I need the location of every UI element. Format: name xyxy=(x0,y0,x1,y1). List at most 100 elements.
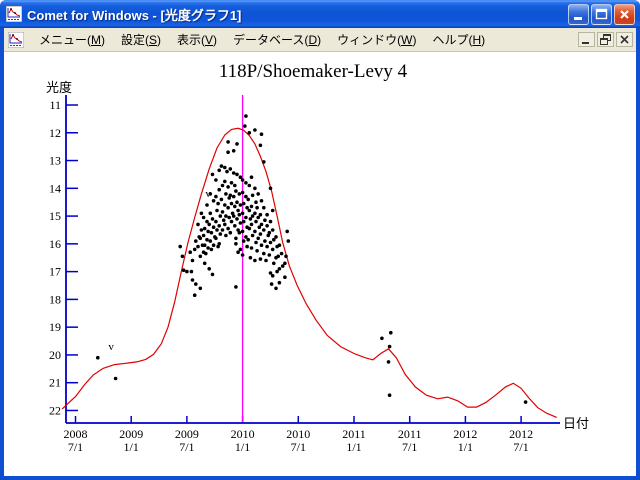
data-point xyxy=(247,226,252,231)
data-point xyxy=(226,205,230,210)
mdi-restore-button[interactable] xyxy=(597,32,614,47)
data-point xyxy=(236,228,240,232)
data-point xyxy=(210,172,215,177)
data-point xyxy=(238,247,243,252)
y-tick-label: 14 xyxy=(49,181,61,195)
data-point xyxy=(283,261,287,266)
menu-item-database[interactable]: データベース(D) xyxy=(225,29,329,51)
data-point xyxy=(262,228,266,232)
maximize-button[interactable] xyxy=(591,3,612,25)
data-point xyxy=(387,344,392,349)
data-point xyxy=(221,218,226,222)
data-point xyxy=(237,230,242,235)
data-point xyxy=(236,250,240,254)
data-point xyxy=(220,183,225,188)
data-point xyxy=(246,237,250,242)
data-point xyxy=(262,251,266,256)
mdi-child-icon[interactable] xyxy=(7,31,25,48)
data-point xyxy=(270,247,275,252)
menu-label: ヘルプ( xyxy=(432,32,473,47)
data-point xyxy=(196,222,200,227)
mdi-minimize-button[interactable] xyxy=(578,32,595,47)
data-point xyxy=(233,204,237,209)
data-point xyxy=(270,208,275,213)
data-point xyxy=(214,194,218,199)
data-point xyxy=(223,222,227,227)
data-point xyxy=(265,224,269,228)
minimize-icon xyxy=(574,16,582,20)
data-point xyxy=(254,240,258,245)
data-point xyxy=(249,175,254,179)
data-point xyxy=(250,233,255,238)
data-point xyxy=(283,275,287,280)
data-point xyxy=(259,243,264,247)
data-point xyxy=(234,189,238,193)
data-point xyxy=(243,124,247,128)
data-point xyxy=(226,185,230,189)
data-point xyxy=(250,193,255,198)
data-point xyxy=(249,204,254,209)
minimize-button[interactable] xyxy=(568,3,589,25)
data-point xyxy=(207,222,211,227)
data-point xyxy=(247,208,252,213)
comet-lightcurve-icon xyxy=(7,31,25,48)
data-point xyxy=(216,201,220,206)
menu-item-menu[interactable]: メニュー(M) xyxy=(31,29,113,51)
data-point xyxy=(386,360,391,364)
restore-icon xyxy=(600,34,611,45)
menu-item-settings[interactable]: 設定(S) xyxy=(113,29,169,51)
menu-label: 設定( xyxy=(121,32,149,47)
y-tick-label: 13 xyxy=(49,154,61,168)
data-point xyxy=(217,242,221,246)
data-point xyxy=(235,217,239,221)
data-point xyxy=(255,249,259,253)
data-point xyxy=(248,255,253,260)
x-tick-label-day: 1/1 xyxy=(346,440,361,454)
data-point xyxy=(217,224,221,228)
y-tick-label: 22 xyxy=(49,403,61,417)
data-point xyxy=(231,194,236,199)
data-point xyxy=(267,230,272,235)
data-point xyxy=(264,258,268,263)
menu-mnemonic: W xyxy=(401,32,413,47)
data-point xyxy=(268,271,273,275)
data-point xyxy=(231,149,236,153)
data-point xyxy=(244,235,248,239)
y-tick-label: 19 xyxy=(49,320,61,334)
data-point xyxy=(205,203,209,207)
data-point xyxy=(180,254,185,259)
data-point xyxy=(190,258,195,263)
data-point xyxy=(219,164,224,168)
data-point xyxy=(256,236,261,241)
y-tick-label: 17 xyxy=(49,265,61,279)
data-point xyxy=(185,269,189,274)
data-point xyxy=(276,254,281,259)
data-point xyxy=(285,229,290,234)
data-point xyxy=(268,240,273,245)
data-point xyxy=(198,286,203,291)
x-tick-label-year: 2009 xyxy=(119,427,143,441)
menu-label: ウィンドウ( xyxy=(337,32,402,47)
menu-item-help[interactable]: ヘルプ(H) xyxy=(424,29,493,51)
data-point xyxy=(389,330,393,335)
data-point xyxy=(270,228,275,232)
data-point xyxy=(218,214,223,218)
data-point xyxy=(280,264,285,268)
data-point xyxy=(268,186,273,191)
data-point xyxy=(210,217,215,221)
data-point xyxy=(206,229,210,234)
menu-label: データベース( xyxy=(233,32,309,47)
x-tick-label-year: 2010 xyxy=(231,427,255,441)
close-button[interactable] xyxy=(614,3,635,25)
menu-item-window[interactable]: ウィンドウ(W) xyxy=(329,29,424,51)
data-point xyxy=(238,175,243,179)
app-icon[interactable] xyxy=(5,5,23,23)
window-titlebar[interactable]: Comet for Windows - [光度グラフ1] xyxy=(0,0,640,28)
data-point xyxy=(380,336,384,341)
data-point xyxy=(224,214,228,218)
data-point xyxy=(272,237,276,242)
mdi-close-button[interactable] xyxy=(616,32,633,47)
data-point xyxy=(240,253,245,257)
menu-item-view[interactable]: 表示(V) xyxy=(169,29,225,51)
data-point xyxy=(241,239,246,243)
